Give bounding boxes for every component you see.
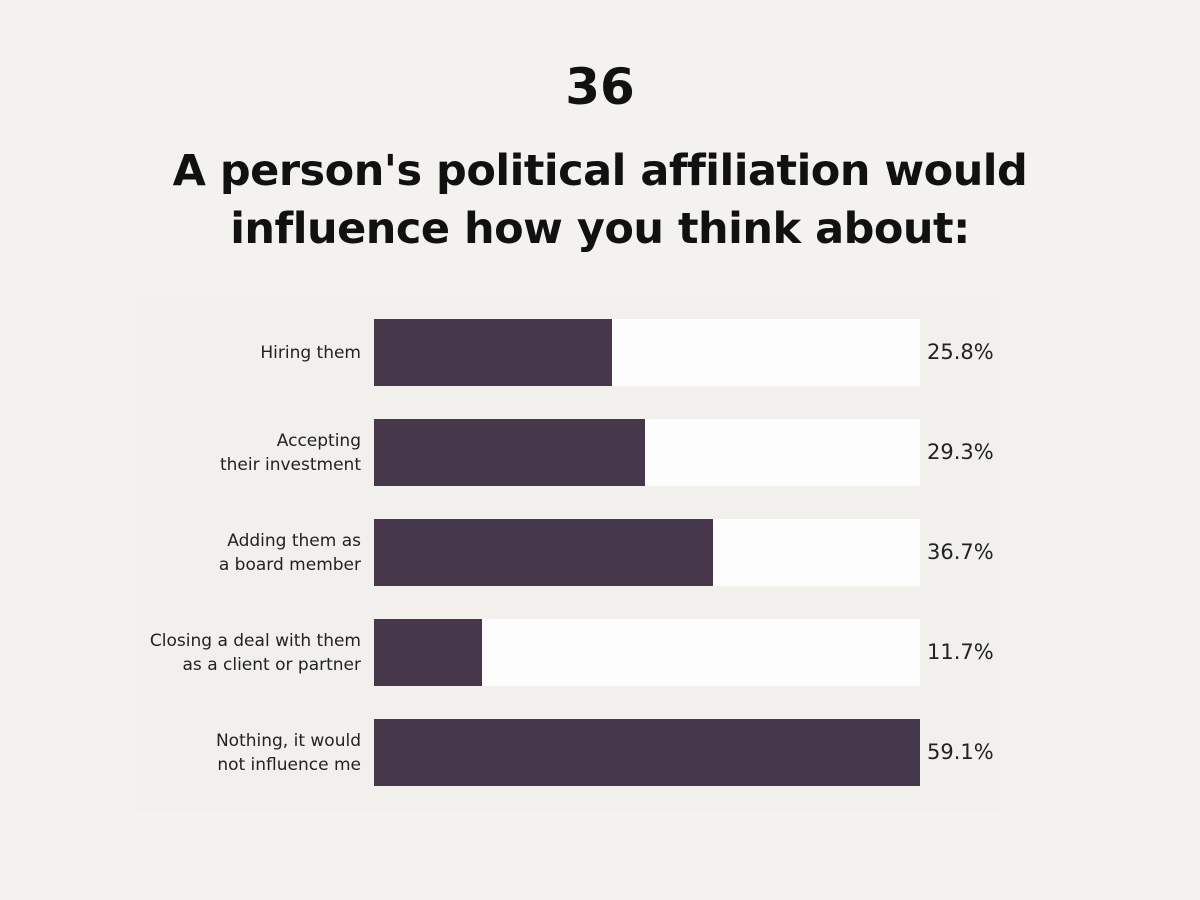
value-label: 25.8%: [927, 339, 994, 364]
value-label: 36.7%: [927, 539, 994, 564]
value-label: 29.3%: [927, 439, 994, 464]
page-number: 36: [565, 58, 635, 116]
bar: [374, 419, 645, 486]
bar: [374, 619, 483, 686]
y-tick-label: Adding them as a board member: [218, 530, 361, 575]
value-label: 59.1%: [927, 739, 994, 764]
bar: [374, 319, 613, 386]
chart-title: A person's political affiliation would i…: [172, 146, 1028, 254]
y-tick-label: Accepting their investment: [219, 430, 361, 475]
y-tick-label: Closing a deal with them as a client or …: [149, 630, 361, 675]
value-label: 11.7%: [927, 639, 994, 664]
y-tick-label: Hiring them: [260, 342, 361, 363]
bar: [374, 719, 920, 786]
y-tick-label: Nothing, it would not influence me: [215, 730, 361, 775]
bar: [374, 519, 714, 586]
